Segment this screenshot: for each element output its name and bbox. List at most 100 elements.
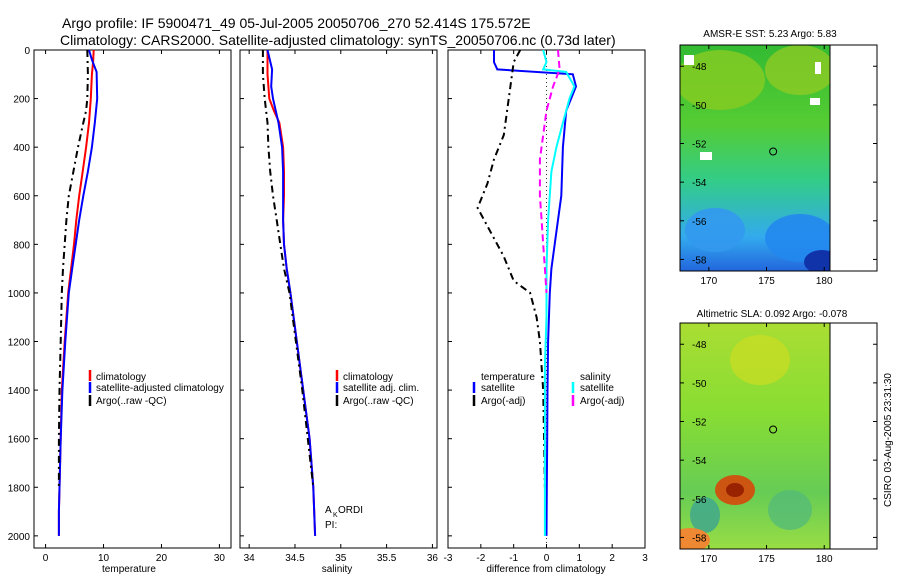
x-tick-label: 0 xyxy=(544,553,550,564)
series-line-salinity-satellite xyxy=(541,49,576,536)
y-tick-label: -52 xyxy=(692,418,707,429)
sst-map-title: AMSR-E SST: 5.23 Argo: 5.83 xyxy=(703,29,837,40)
annotation-k: K xyxy=(333,512,338,519)
annotation-ordi: ORDI xyxy=(338,505,363,516)
x-tick-label: 35.5 xyxy=(377,553,397,564)
x-tick-label: 2 xyxy=(609,553,615,564)
sla-map-panel: Altimetric SLA: 0.092 Argo: -0.078 170 17… xyxy=(679,309,878,565)
difference-legend: temperature satellite Argo(-adj) salinit… xyxy=(472,372,624,407)
y-tick-label: -58 xyxy=(692,255,707,266)
legend-heading-temperature: temperature xyxy=(481,372,535,383)
sst-warm-patch-east xyxy=(765,45,830,95)
x-tick-label: -2 xyxy=(476,553,485,564)
legend-label-climatology: climatology xyxy=(343,372,393,383)
y-tick-label: -50 xyxy=(692,101,707,112)
temperature-legend: climatology satellite-adjusted climatolo… xyxy=(88,370,224,407)
salinity-axes-box xyxy=(239,49,438,549)
x-tick-label: -1 xyxy=(509,553,518,564)
x-tick-label: 35 xyxy=(335,553,347,564)
legend-heading-salinity: salinity xyxy=(580,372,611,383)
y-tick-label: 0 xyxy=(24,46,30,57)
temperature-xlabel: temperature xyxy=(102,564,156,575)
y-tick-label: -58 xyxy=(692,533,707,544)
series-line-satellite-adj-clim xyxy=(266,49,317,536)
y-tick-label: 1000 xyxy=(8,289,31,300)
sst-plot-box xyxy=(679,44,831,272)
annotation-pi: PI: xyxy=(325,520,337,531)
legend-label-temp-argo: Argo(-adj) xyxy=(481,396,525,407)
x-tick-label: -3 xyxy=(444,553,453,564)
x-tick-label: 170 xyxy=(701,276,718,287)
y-tick-label: -56 xyxy=(692,495,707,506)
legend-label-temp-satellite: satellite xyxy=(481,383,515,394)
sla-low-patch-east xyxy=(768,490,812,530)
sla-yellow-patch xyxy=(730,335,790,385)
legend-label-satellite: satellite adj. clim. xyxy=(343,383,419,394)
series-line-satellite-adjusted-climatology xyxy=(57,49,99,536)
legend-label-argo: Argo(..raw -QC) xyxy=(343,396,414,407)
series-line-salinity-argo-adj xyxy=(538,49,561,293)
legend-label-argo: Argo(..raw -QC) xyxy=(96,396,167,407)
sla-corner-patch xyxy=(680,528,710,549)
x-tick-label: 20 xyxy=(156,553,168,564)
argo-location-marker xyxy=(769,425,778,434)
y-tick-label: 1200 xyxy=(8,338,31,349)
salinity-panel: 34 34.5 35 35.5 36 salinity climatology sate… xyxy=(239,49,439,575)
salinity-legend: climatology satellite adj. clim. Argo(..… xyxy=(335,370,419,407)
legend-label-climatology: climatology xyxy=(96,372,146,383)
sst-nodata-patch xyxy=(684,55,694,65)
x-tick-label: 0 xyxy=(43,553,49,564)
temperature-panel: 0 10 20 30 0 200 400 600 800 1000 1200 1400 1600 1800… xyxy=(8,46,232,575)
sst-heatmap-field xyxy=(680,45,830,271)
sst-cool-patch xyxy=(685,208,745,252)
temperature-axes-box xyxy=(33,49,232,549)
x-tick-label: 175 xyxy=(758,276,775,287)
x-tick-label: 170 xyxy=(701,554,718,565)
sla-low-patch xyxy=(690,497,720,533)
x-tick-label: 34.5 xyxy=(285,553,305,564)
x-tick-label: 30 xyxy=(214,553,226,564)
annotation-a: A xyxy=(325,505,332,516)
side-timestamp-label: CSIRO 03-Aug-2005 23:31:30 xyxy=(883,373,894,507)
y-tick-label: 600 xyxy=(13,192,30,203)
y-tick-label: 400 xyxy=(13,143,30,154)
y-tick-label: 200 xyxy=(13,95,30,106)
sst-nodata-patch xyxy=(700,152,712,160)
figure-title-line2: Climatology: CARS2000. Satellite-adjuste… xyxy=(60,32,616,48)
series-line-temperature-satellite xyxy=(493,50,578,536)
figure-title-line1: Argo profile: IF 5900471_49 05-Jul-2005 … xyxy=(62,15,531,31)
salinity-xlabel: salinity xyxy=(322,564,353,575)
sst-nodata-patch xyxy=(815,62,821,74)
sla-heatmap-field xyxy=(680,323,830,549)
sst-warm-patch xyxy=(680,50,765,110)
x-tick-label: 36 xyxy=(427,553,439,564)
y-tick-label: 2000 xyxy=(8,532,31,543)
sst-cool-patch-east xyxy=(765,214,830,262)
legend-label-sal-argo: Argo(-adj) xyxy=(580,396,624,407)
sst-cold-corner xyxy=(804,250,830,271)
x-tick-label: 180 xyxy=(816,554,833,565)
y-tick-label: -56 xyxy=(692,217,707,228)
x-tick-label: 10 xyxy=(98,553,110,564)
y-tick-label: -50 xyxy=(692,379,707,390)
legend-label-sal-satellite: satellite xyxy=(580,383,614,394)
legend-label-satellite-adjusted: satellite-adjusted climatology xyxy=(96,383,224,394)
y-tick-label: -48 xyxy=(692,62,707,73)
argo-location-marker xyxy=(769,147,778,156)
sst-nodata-patch xyxy=(810,98,820,105)
y-tick-label: -48 xyxy=(692,340,707,351)
series-line-argo-raw-qc xyxy=(57,49,89,488)
x-tick-label: 34 xyxy=(244,553,256,564)
x-tick-label: 1 xyxy=(577,553,583,564)
difference-xlabel: difference from climatology xyxy=(486,564,605,575)
y-tick-label: 1600 xyxy=(8,435,31,446)
sla-map-title: Altimetric SLA: 0.092 Argo: -0.078 xyxy=(697,309,848,320)
x-tick-label: 175 xyxy=(758,554,775,565)
y-tick-label: -54 xyxy=(692,456,707,467)
y-tick-label: -54 xyxy=(692,178,707,189)
y-tick-label: -52 xyxy=(692,140,707,151)
sla-plot-box xyxy=(679,322,831,550)
series-line-argo-raw-qc xyxy=(261,50,315,488)
y-tick-label: 1400 xyxy=(8,386,31,397)
